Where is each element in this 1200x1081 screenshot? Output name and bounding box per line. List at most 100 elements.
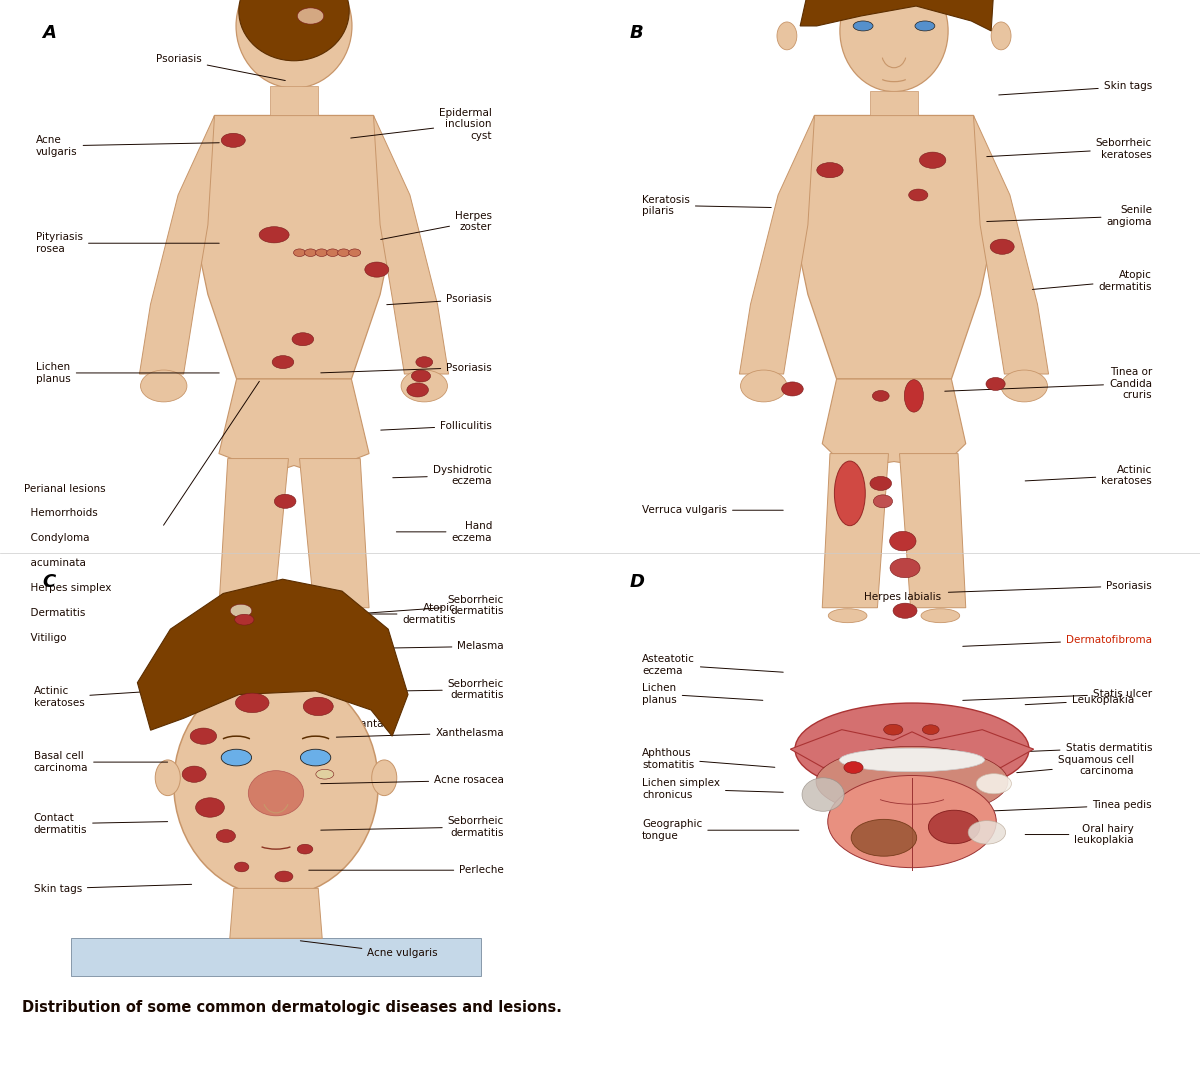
Ellipse shape — [840, 0, 948, 92]
Text: Melasma: Melasma — [360, 641, 504, 652]
Ellipse shape — [182, 766, 206, 783]
Ellipse shape — [239, 0, 349, 61]
Text: Leukoplakia: Leukoplakia — [1025, 695, 1134, 706]
Text: Dermatofibroma: Dermatofibroma — [962, 635, 1152, 646]
Polygon shape — [373, 116, 449, 374]
Ellipse shape — [802, 778, 844, 811]
Ellipse shape — [235, 614, 254, 625]
Text: Hand
eczema: Hand eczema — [396, 521, 492, 543]
Ellipse shape — [316, 770, 334, 779]
Text: Contact
dermatitis: Contact dermatitis — [34, 813, 168, 835]
Ellipse shape — [191, 729, 216, 744]
Polygon shape — [270, 85, 318, 116]
Text: Herpes
zoster: Herpes zoster — [380, 211, 492, 240]
Ellipse shape — [796, 703, 1030, 796]
Text: Herpes labialis: Herpes labialis — [864, 591, 941, 616]
Ellipse shape — [889, 532, 916, 551]
Text: Distribution of some common dermatologic diseases and lesions.: Distribution of some common dermatologic… — [22, 1000, 562, 1015]
Polygon shape — [72, 938, 480, 976]
Ellipse shape — [407, 383, 428, 397]
Ellipse shape — [272, 356, 294, 369]
Ellipse shape — [294, 249, 306, 256]
Text: Condyloma: Condyloma — [24, 533, 90, 544]
Ellipse shape — [870, 477, 892, 491]
Ellipse shape — [872, 390, 889, 401]
Ellipse shape — [840, 748, 984, 772]
Ellipse shape — [298, 8, 324, 24]
Ellipse shape — [305, 249, 317, 256]
Ellipse shape — [817, 162, 844, 177]
Text: Acne vulgaris: Acne vulgaris — [300, 940, 438, 959]
Ellipse shape — [929, 811, 980, 843]
Text: Seborrheic
dermatitis: Seborrheic dermatitis — [348, 679, 504, 700]
Polygon shape — [870, 91, 918, 116]
Ellipse shape — [372, 760, 397, 796]
Ellipse shape — [196, 798, 224, 817]
Ellipse shape — [230, 604, 252, 617]
Ellipse shape — [968, 820, 1006, 844]
Polygon shape — [800, 0, 994, 31]
Text: Keratosis
pilaris: Keratosis pilaris — [642, 195, 772, 216]
Ellipse shape — [834, 461, 865, 525]
Ellipse shape — [401, 370, 448, 402]
Text: Lichen simplex
chronicus: Lichen simplex chronicus — [642, 778, 784, 800]
Text: Asteatotic
eczema: Asteatotic eczema — [642, 654, 784, 676]
Ellipse shape — [236, 0, 352, 88]
Ellipse shape — [326, 249, 338, 256]
Ellipse shape — [844, 762, 863, 774]
Ellipse shape — [365, 262, 389, 277]
Polygon shape — [739, 116, 815, 374]
Ellipse shape — [316, 249, 328, 256]
Text: Folliculitis: Folliculitis — [380, 421, 492, 431]
Text: Seborrheic
dermatitis: Seborrheic dermatitis — [320, 816, 504, 838]
Text: Verruca plantaris: Verruca plantaris — [284, 719, 396, 745]
Ellipse shape — [816, 746, 1008, 817]
Text: Atopic
dermatitis: Atopic dermatitis — [314, 603, 456, 625]
Ellipse shape — [324, 609, 364, 623]
Ellipse shape — [416, 357, 433, 368]
Polygon shape — [138, 579, 408, 736]
Text: Skin tags: Skin tags — [34, 883, 192, 894]
Ellipse shape — [300, 749, 331, 765]
Text: Psoriasis: Psoriasis — [948, 580, 1152, 592]
Text: Acne
vulgaris: Acne vulgaris — [36, 135, 220, 157]
Ellipse shape — [259, 227, 289, 243]
Text: Psoriasis: Psoriasis — [386, 294, 492, 305]
Ellipse shape — [905, 379, 924, 412]
Text: Dermatitis: Dermatitis — [24, 608, 85, 618]
Text: Herpes simplex: Herpes simplex — [24, 583, 112, 593]
Ellipse shape — [890, 558, 920, 577]
Ellipse shape — [221, 749, 252, 765]
Ellipse shape — [275, 871, 293, 882]
Ellipse shape — [292, 333, 313, 346]
Text: Hemorrhoids: Hemorrhoids — [24, 508, 97, 519]
Ellipse shape — [828, 609, 866, 623]
Ellipse shape — [1001, 370, 1048, 402]
Ellipse shape — [226, 609, 264, 623]
Polygon shape — [791, 730, 1033, 768]
Text: Statis ulcer: Statis ulcer — [962, 689, 1152, 700]
Text: Perianal lesions: Perianal lesions — [24, 483, 106, 494]
Ellipse shape — [853, 21, 874, 31]
Text: Tinea pedis: Tinea pedis — [948, 800, 1152, 813]
Polygon shape — [822, 454, 888, 608]
Text: Geographic
tongue: Geographic tongue — [642, 819, 799, 841]
Ellipse shape — [248, 771, 304, 816]
Text: B: B — [630, 24, 643, 42]
Ellipse shape — [298, 844, 313, 854]
Ellipse shape — [776, 22, 797, 50]
Polygon shape — [139, 116, 215, 374]
Ellipse shape — [304, 697, 334, 716]
Ellipse shape — [349, 249, 361, 256]
Text: Epidermal
inclusion
cyst: Epidermal inclusion cyst — [350, 108, 492, 141]
Text: Actinic
keratoses: Actinic keratoses — [1025, 465, 1152, 486]
Text: Senile
angioma: Senile angioma — [986, 205, 1152, 227]
Text: Lichen
planus: Lichen planus — [36, 362, 220, 384]
Ellipse shape — [914, 21, 935, 31]
Ellipse shape — [919, 152, 946, 169]
Ellipse shape — [851, 819, 917, 856]
Ellipse shape — [174, 670, 378, 896]
Text: C: C — [42, 573, 55, 591]
Text: Pityriasis
rosea: Pityriasis rosea — [36, 232, 220, 254]
Ellipse shape — [740, 370, 787, 402]
